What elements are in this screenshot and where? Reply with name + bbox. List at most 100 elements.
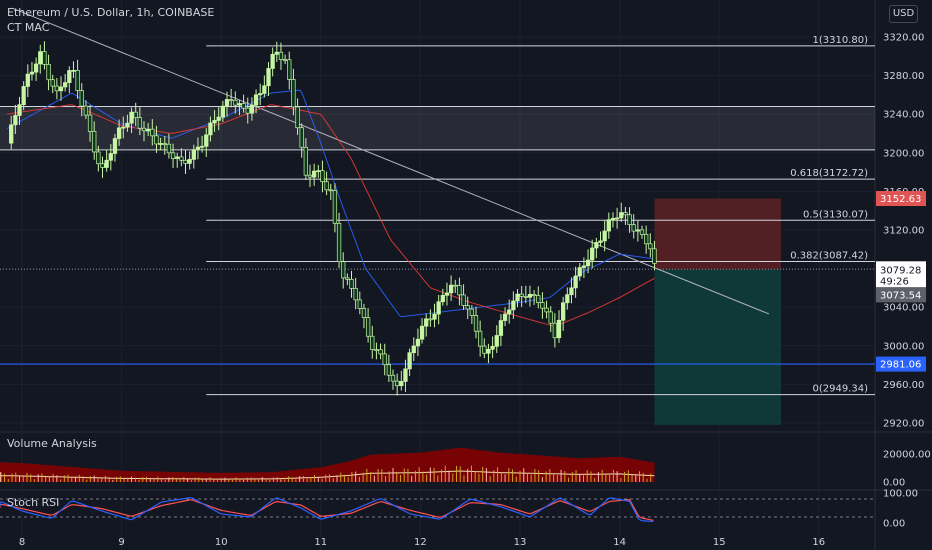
stoch-axis-label: 100.00: [883, 489, 918, 500]
candle-body: [237, 103, 242, 106]
candle-body: [96, 151, 101, 165]
candle-body: [498, 320, 504, 336]
candle-body: [419, 325, 425, 340]
candle-body: [63, 82, 68, 88]
candle-body: [295, 106, 300, 129]
candle-body: [602, 230, 607, 242]
candle-body: [482, 345, 487, 354]
candle-body: [29, 71, 35, 75]
candle-body: [507, 309, 512, 315]
fib-level-label: 0.5(3130.07): [803, 209, 868, 220]
candle-body: [199, 145, 205, 148]
currency-button[interactable]: USD: [889, 5, 918, 23]
candle-body: [274, 51, 279, 55]
candle-body: [75, 70, 80, 91]
candle-body: [33, 63, 39, 73]
fib-level-label: 0(2949.34): [812, 384, 868, 395]
candle-body: [67, 70, 72, 83]
candle-body: [432, 313, 437, 320]
candle-body: [585, 259, 591, 267]
candle-body: [478, 330, 483, 347]
candle-body: [336, 222, 342, 263]
candle-body: [536, 295, 541, 303]
candle-body: [424, 318, 429, 327]
candle-body: [249, 104, 255, 114]
candle-body: [291, 79, 296, 108]
candle-body: [216, 116, 221, 121]
fib-level-label: 0.382(3087.42): [790, 250, 868, 261]
candle-body: [415, 338, 421, 347]
candle-body: [523, 296, 528, 298]
candle-body: [146, 128, 151, 132]
time-axis-label: 15: [713, 537, 726, 548]
stop-price-tag: 3152.63: [880, 194, 921, 205]
candle-body: [233, 99, 238, 106]
current-price-tag: 3079.28: [880, 265, 921, 276]
candle-body: [370, 335, 375, 351]
candle-body: [299, 127, 304, 148]
candle-body: [594, 242, 599, 249]
candle-body: [511, 300, 516, 311]
indicator-label: CT MAC: [7, 21, 50, 34]
target-zone: [654, 269, 781, 425]
price-axis-label: 2960.00: [883, 380, 924, 391]
volume-pane-label: Volume Analysis: [7, 437, 97, 450]
candle-body: [17, 104, 22, 116]
candle-body: [71, 70, 76, 72]
volume-axis-label: 0.00: [883, 478, 905, 489]
candle-body: [179, 156, 184, 161]
candle-body: [349, 279, 354, 289]
candle-body: [635, 229, 641, 232]
candle-body: [556, 319, 562, 339]
candle-body: [544, 307, 549, 313]
current-price-tag-bg: [876, 261, 926, 288]
time-axis-label: 14: [613, 537, 626, 548]
candle-body: [382, 353, 387, 366]
candle-body: [116, 127, 122, 139]
stoch-pane-label: Stoch RSI: [7, 496, 60, 509]
countdown-tag: 49:26: [880, 276, 909, 287]
candle-body: [104, 159, 109, 168]
candle-body: [390, 374, 396, 382]
candle-body: [565, 294, 570, 304]
candle-body: [627, 214, 632, 226]
candle-body: [411, 345, 416, 354]
candle-body: [614, 217, 620, 220]
candle-body: [569, 287, 574, 296]
candle-body: [191, 149, 196, 160]
price-axis-label: 2920.00: [883, 419, 924, 430]
time-axis-label: 10: [215, 537, 228, 548]
candle-body: [386, 364, 392, 376]
time-axis-label: 11: [314, 537, 327, 548]
candle-body: [374, 349, 379, 352]
candle-body: [137, 117, 143, 129]
candle-body: [79, 90, 84, 107]
price-axis-label: 3120.00: [883, 226, 924, 237]
volume-area: [0, 447, 655, 482]
candles: [9, 41, 657, 396]
fib-level-label: 1(3310.80): [812, 35, 868, 46]
candle-body: [469, 308, 475, 316]
candle-body: [154, 135, 159, 145]
candle-body: [623, 212, 628, 216]
candle-body: [175, 156, 180, 159]
candle-body: [224, 99, 230, 107]
candle-body: [320, 170, 325, 183]
candle-body: [21, 86, 26, 105]
price-axis-label: 3280.00: [883, 71, 924, 82]
candle-body: [428, 318, 433, 321]
candle-body: [652, 248, 657, 264]
candle-body: [606, 219, 611, 232]
candle-body: [121, 126, 126, 129]
fib-level-label: 0.618(3172.72): [790, 168, 868, 179]
candle-body: [54, 85, 60, 92]
candle-body: [461, 294, 466, 306]
candle-body: [365, 317, 371, 337]
support-price-tag: 2981.06: [880, 360, 921, 371]
candle-body: [87, 114, 93, 132]
candle-body: [353, 288, 358, 301]
candle-body: [577, 267, 582, 277]
candle-body: [590, 247, 595, 261]
